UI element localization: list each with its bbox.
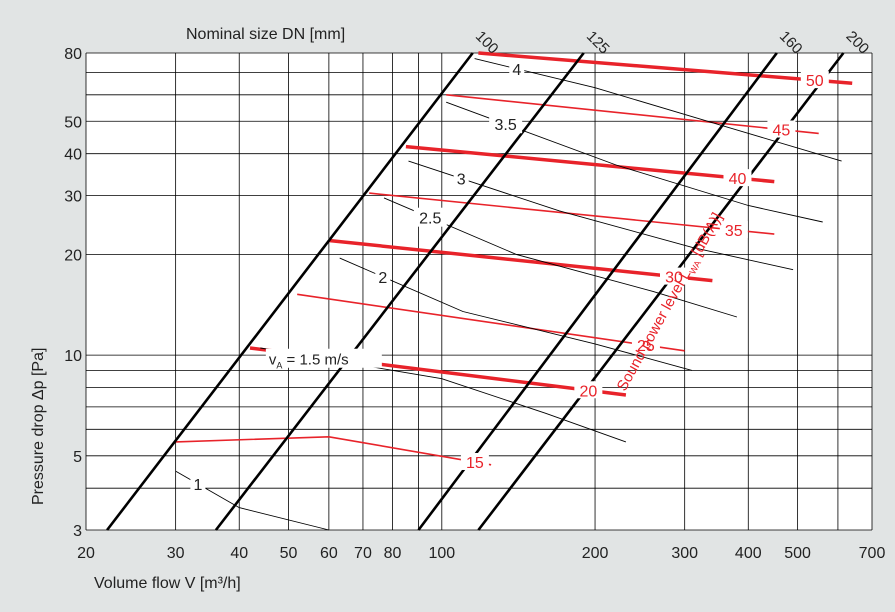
sound-level-label-bg	[723, 169, 752, 187]
x-tick-label: 300	[671, 545, 698, 562]
sound-level-label: 30	[665, 270, 683, 287]
sound-level-label-bg	[719, 220, 748, 238]
y-tick-label: 40	[64, 147, 82, 164]
velocity-label: 2	[378, 270, 387, 287]
y-tick-label: 30	[64, 188, 82, 205]
sound-level-label: 20	[579, 383, 597, 400]
velocity-label: 3	[457, 172, 466, 189]
velocity-label-bg	[375, 266, 391, 286]
x-tick-label: 50	[280, 545, 298, 562]
x-tick-label: 200	[582, 545, 609, 562]
sound-level-label: 25	[637, 338, 655, 355]
line-labels: 15 20 25 30 35 40 45 50 1 vA = 1.5 m/s 2 2.5 3 3.5 4	[190, 58, 829, 494]
x-tick-label: 60	[320, 545, 338, 562]
velocity-label: 3.5	[495, 117, 517, 134]
velocity-label: 2.5	[419, 211, 441, 228]
grid	[85, 52, 873, 531]
sound-level-label-bg	[631, 336, 660, 354]
x-tick-label: 100	[428, 545, 455, 562]
duct-size-line	[214, 52, 585, 531]
velocity-line	[408, 160, 794, 271]
x-tick-label: 40	[230, 545, 248, 562]
sound-level-label-bg	[767, 120, 796, 138]
sound-level-label-bg	[800, 71, 829, 89]
sound-level-line	[328, 238, 713, 283]
x-tick-label: 500	[784, 545, 811, 562]
sound-level-label: 15	[466, 455, 484, 472]
x-tick-label: 20	[77, 545, 95, 562]
sound-level-line	[405, 144, 775, 184]
x-tick-label: 80	[384, 545, 402, 562]
sound-level-line	[175, 435, 492, 466]
velocity-label: 4	[512, 62, 521, 79]
velocity-line	[446, 101, 823, 223]
y-tick-label: 50	[64, 114, 82, 131]
sound-level-label: 50	[806, 73, 824, 90]
duct-size-line	[417, 52, 778, 531]
sound-level-label: 45	[773, 123, 791, 140]
velocity-line	[339, 257, 693, 371]
sound-level-line	[478, 51, 853, 85]
x-tick-label: 30	[167, 545, 185, 562]
sound-level-label-bg	[460, 452, 489, 470]
x-axis-label: Volume flow V [m³/h]	[94, 575, 241, 592]
velocity-label-bg	[265, 348, 382, 368]
sound-level-line	[297, 293, 685, 352]
y-tick-label: 3	[73, 523, 82, 540]
velocity-label-bg	[413, 207, 447, 227]
y-axis-label: Pressure drop Δp [Pa]	[30, 348, 47, 505]
x-tick-label: 400	[735, 545, 762, 562]
velocity-label-bg	[190, 473, 206, 493]
sound-level-line	[446, 94, 819, 135]
velocity-line	[474, 58, 842, 162]
velocity-label-bg	[509, 58, 525, 78]
sound-level-line	[369, 192, 775, 235]
velocity-label-bg	[489, 114, 523, 134]
y-tick-label: 5	[73, 449, 82, 466]
sound-level-label: 35	[725, 223, 743, 240]
x-tick-label: 700	[859, 545, 886, 562]
velocity-label: 1	[193, 477, 202, 494]
sound-level-label-bg	[660, 267, 689, 285]
duct-size-line	[106, 52, 474, 531]
y-tick-label: 20	[64, 247, 82, 264]
sound-level-label: 40	[729, 171, 747, 188]
top-axis-label: Nominal size DN [mm]	[186, 26, 345, 43]
velocity-label-bg	[453, 168, 469, 188]
velocity-label: vA = 1.5 m/s	[269, 352, 349, 371]
sound-level-label-bg	[574, 381, 603, 399]
x-tick-label: 70	[354, 545, 372, 562]
y-tick-label: 10	[64, 348, 82, 365]
y-tick-label: 80	[64, 46, 82, 63]
